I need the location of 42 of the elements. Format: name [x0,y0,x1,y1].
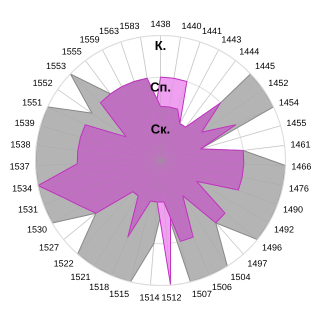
spoke-label: 1512 [162,292,182,303]
spoke-label: 1552 [32,78,53,88]
spoke-label: 1454 [278,97,299,108]
spoke-label: 1455 [286,118,306,128]
spoke-label: 1559 [80,34,100,45]
spoke-label: 1555 [62,46,82,56]
spoke-label: 1438 [150,19,171,29]
spoke-label: 1466 [291,162,312,172]
y-tick-label: Ск. [150,121,170,136]
spoke-label: 1563 [98,26,120,36]
spoke-label: 1445 [254,61,276,72]
spoke-label: 1441 [202,26,222,36]
spoke-label: 1583 [119,20,140,31]
spoke-label: 1531 [18,204,38,215]
spoke-label: 1476 [288,183,309,194]
spoke-label: 1452 [268,78,288,88]
spoke-label: 1504 [230,272,251,282]
spoke-label: 1537 [10,162,30,172]
spoke-label: 1514 [139,292,160,303]
spoke-label: 1496 [262,242,282,253]
spoke-label: 1444 [239,46,260,56]
spoke-label: 1443 [221,34,242,45]
y-tick-label: К. [154,38,166,53]
spoke-label: 1551 [22,97,42,108]
spoke-label: 1534 [12,183,32,194]
spoke-label: 1553 [46,61,66,72]
spoke-label: 1527 [39,242,60,253]
y-tick-label: Сп. [150,80,171,95]
spoke-label: 1518 [89,282,110,292]
spoke-label: 1492 [274,224,294,234]
spoke-label: 1521 [70,272,90,282]
spoke-label: 1497 [247,258,268,269]
spoke-label: 1539 [14,118,35,128]
spoke-label: 1515 [109,289,130,300]
spoke-label: 1461 [290,139,311,150]
spoke-label: 1490 [282,204,304,215]
spoke-label: 1530 [27,224,48,234]
spoke-label: 1522 [54,258,74,269]
spoke-label: 1507 [192,289,212,300]
spoke-label: 1506 [212,282,232,292]
spoke-label: 1440 [182,20,202,31]
spoke-label: 1538 [10,139,30,150]
